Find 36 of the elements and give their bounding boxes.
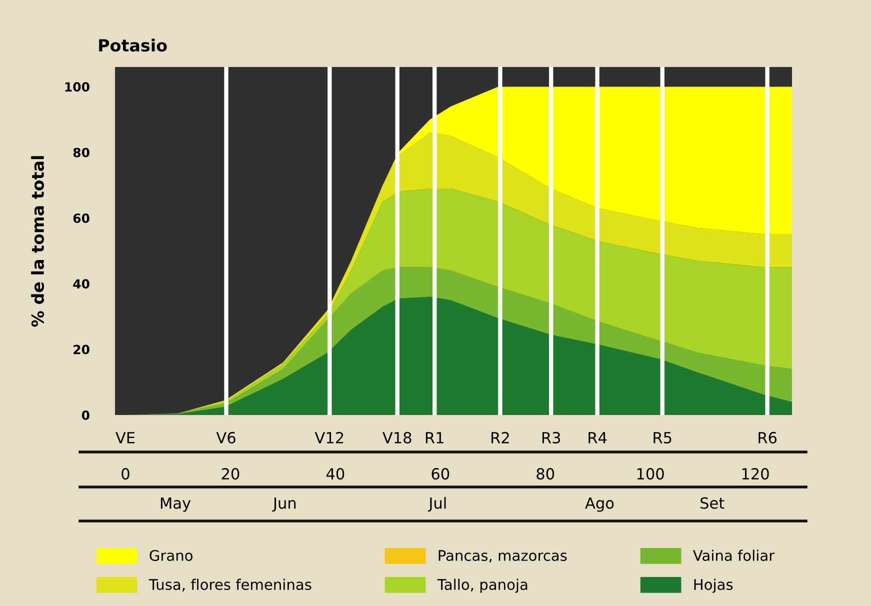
x-tick-label: 100 [637, 468, 664, 480]
text: Set [700, 497, 724, 509]
y-tick-label: 20 [74, 344, 90, 354]
y-axis-title: % de la toma total [31, 156, 44, 327]
ref-line-label: R2 [492, 432, 509, 444]
y-tick-label: 0 [82, 410, 90, 420]
chart-title: Potasio [99, 38, 167, 52]
ref-line-label: V18 [382, 432, 412, 444]
text: May [160, 497, 191, 512]
y-tick-label: 80 [73, 148, 90, 158]
text: Jul [428, 497, 446, 512]
ref-line-label: R3 [542, 432, 560, 444]
ref-line-label: R1 [426, 432, 444, 444]
legend-label: Grano [150, 550, 192, 561]
x-tick-label: 0 [122, 468, 130, 480]
x-tick-label: 40 [326, 468, 344, 480]
y-tick-label: 60 [73, 213, 90, 223]
annotation: VE [116, 432, 135, 444]
text: Jun [272, 497, 296, 512]
ref-line-label: R5 [654, 432, 672, 444]
text: Ago [585, 497, 614, 512]
legend-label: Vaina foliar [692, 550, 775, 561]
legend-label: Tallo, panoja [437, 578, 528, 593]
legend-label: Hojas [694, 578, 733, 593]
y-tick-label: 40 [73, 279, 90, 289]
ref-line-label: R6 [758, 432, 777, 444]
x-tick-label: 80 [536, 468, 554, 480]
x-tick-label: 120 [742, 468, 769, 480]
ref-line-label: V6 [216, 432, 236, 444]
x-tick-label: 60 [432, 468, 450, 480]
ref-line-label: R4 [588, 432, 607, 444]
legend-label: Pancas, mazorcas [438, 550, 567, 562]
y-tick-label: 100 [65, 82, 90, 92]
legend-label: Tusa, flores femeninas [148, 578, 312, 592]
ref-line-label: V12 [314, 432, 344, 444]
x-tick-label: 20 [222, 468, 240, 480]
